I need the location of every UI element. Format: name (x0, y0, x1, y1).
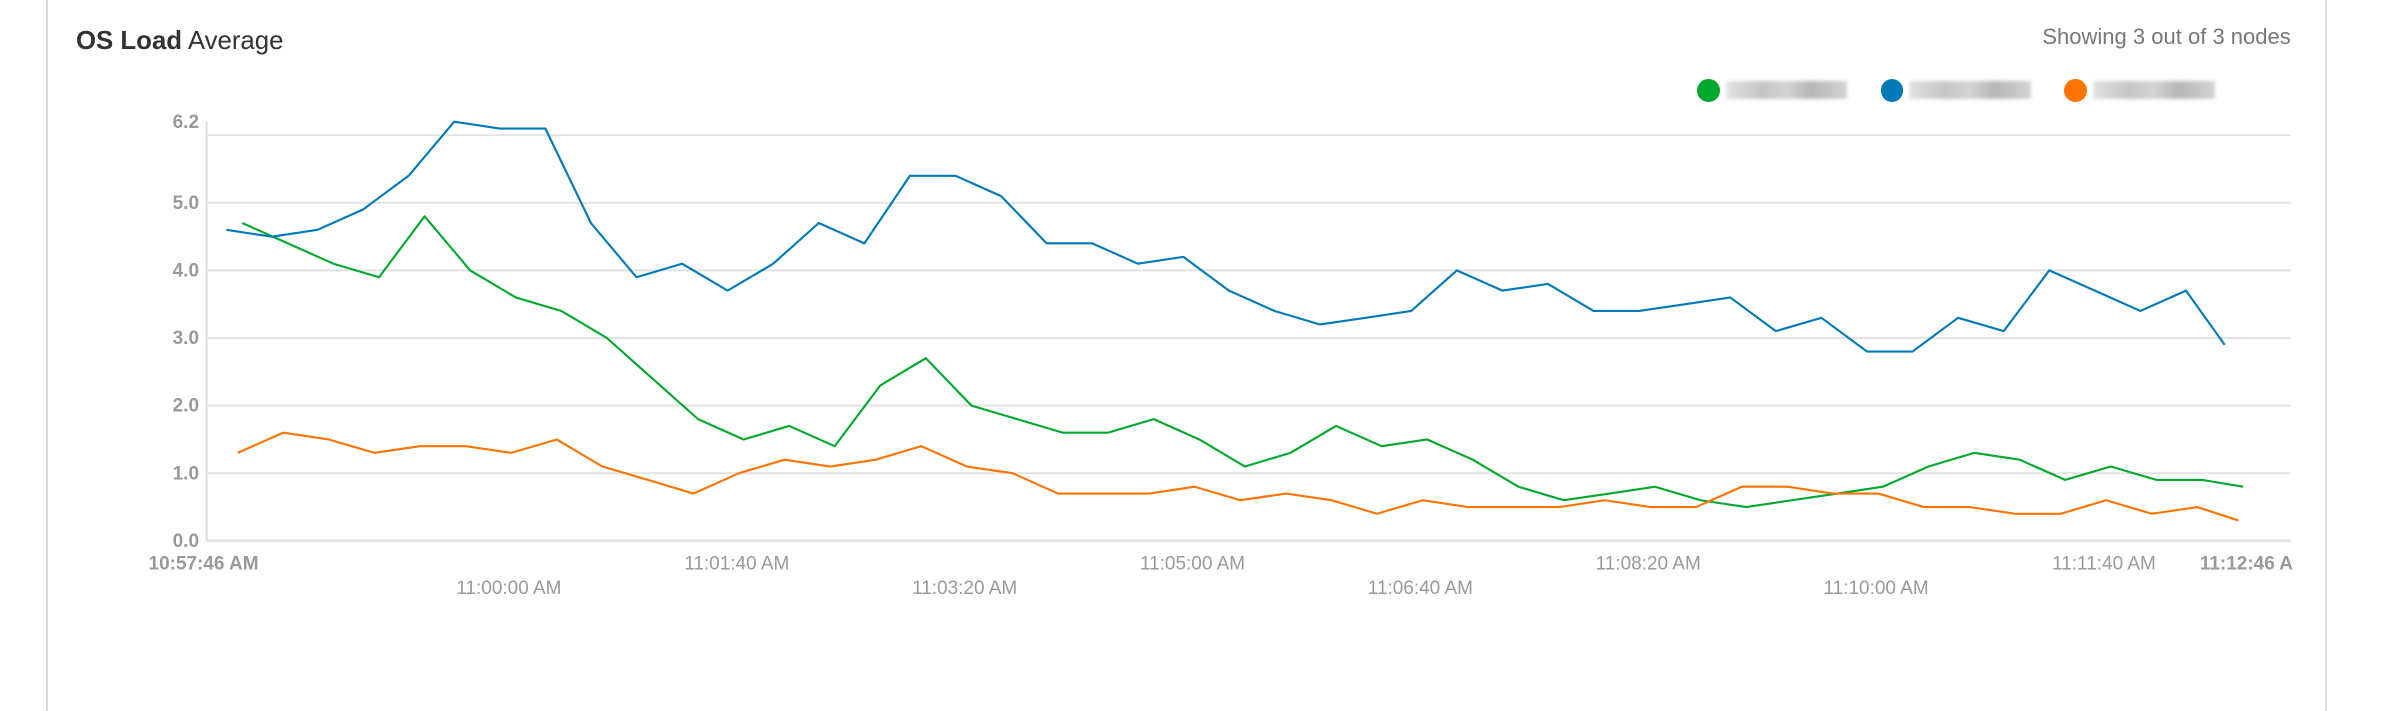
legend-label-redacted (1725, 81, 1848, 100)
title-bold: OS Load (75, 27, 183, 56)
legend-item-node-2[interactable] (1880, 78, 2031, 102)
x-tick-label: 11:06:40 AM (1368, 578, 1473, 599)
panel-title: OS Load Average (76, 27, 284, 56)
y-tick-label: 4.0 (173, 260, 199, 281)
legend (1696, 78, 2248, 102)
panel-card (45, 0, 2327, 711)
x-tick-label: 11:11:40 AM (2052, 554, 2156, 575)
title-rest: Average (187, 27, 284, 56)
legend-item-node-1[interactable] (1696, 78, 1848, 102)
series-line-node-1 (241, 215, 2244, 509)
x-tick-label: 11:01:40 AM (684, 554, 789, 575)
x-tick-label: 11:05:00 AM (1140, 554, 1245, 575)
y-tick-label: 1.0 (173, 463, 199, 484)
line-chart: 0.0 1.0 2.0 3.0 4.0 5.0 6.2 10:57:46 AM 11:00:00… (149, 112, 2294, 599)
y-tick-label: 6.2 (173, 112, 199, 133)
y-tick-label: 5.0 (173, 193, 199, 214)
legend-label-redacted (1909, 81, 2031, 100)
legend-dot-orange (2064, 78, 2088, 102)
legend-item-node-3[interactable] (2064, 78, 2215, 102)
os-load-panel: OS Load Average Showing 3 out of 3 nodes… (45, 0, 2327, 711)
x-tick-label: 11:10:00 AM (1824, 578, 1929, 599)
y-tick-label: 2.0 (173, 396, 199, 417)
node-count-text: Showing 3 out of 3 nodes (2042, 24, 2291, 50)
legend-dot-green (1696, 78, 1720, 102)
series-line-node-3 (237, 431, 2239, 522)
x-tick-label: 11:12:46 AM (2200, 554, 2294, 575)
y-tick-label: 3.0 (173, 328, 199, 349)
legend-dot-blue (1880, 78, 1904, 102)
x-tick-label: 11:08:20 AM (1596, 554, 1701, 575)
series-line-node-2 (226, 120, 2226, 353)
x-tick-label: 10:57:46 AM (149, 554, 259, 575)
y-tick-label: 0.0 (173, 531, 199, 552)
x-tick-label: 11:00:00 AM (456, 578, 561, 599)
legend-label-redacted (2093, 81, 2215, 100)
x-tick-label: 11:03:20 AM (912, 578, 1017, 599)
